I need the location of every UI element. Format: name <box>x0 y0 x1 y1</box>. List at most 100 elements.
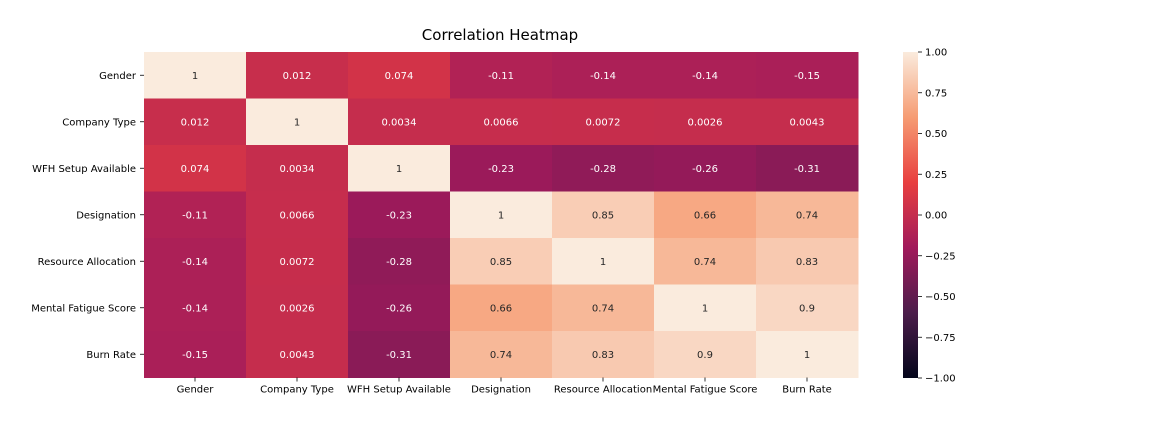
heatmap-cell <box>144 191 247 239</box>
heatmap-cell <box>144 145 247 192</box>
y-tick-label: Burn Rate <box>86 350 136 361</box>
cell-annotation: 0.74 <box>490 350 512 361</box>
cell-annotation: -0.23 <box>386 210 412 221</box>
heatmap-cell <box>654 238 757 285</box>
cell-annotation: -0.11 <box>488 71 514 82</box>
cell-annotation: -0.26 <box>386 303 412 314</box>
cell-annotation: -0.31 <box>386 350 412 361</box>
x-tick-label: Gender <box>177 385 215 396</box>
heatmap-cells <box>144 52 859 378</box>
cell-annotation: 0.0066 <box>280 210 315 221</box>
cell-annotation: 1 <box>600 257 606 268</box>
heatmap-cell <box>552 238 655 285</box>
colorbar-tick-label: −1.00 <box>925 374 956 385</box>
heatmap-cell <box>246 191 349 239</box>
colorbar-tick-label: 0.50 <box>925 129 947 140</box>
heatmap-cell <box>246 98 349 146</box>
cell-annotation: 0.9 <box>697 350 713 361</box>
heatmap-cell <box>246 145 349 192</box>
x-axis-tick-labels: Gender Company Type WFH Setup Available Des… <box>177 377 832 396</box>
x-tick-label: Burn Rate <box>782 385 832 396</box>
heatmap-cell <box>552 145 655 192</box>
colorbar-tick-label: −0.75 <box>925 333 956 344</box>
cell-annotation: -0.28 <box>386 257 412 268</box>
colorbar-tick-label: 0.00 <box>925 211 947 222</box>
cell-annotation: 0.0072 <box>586 117 621 128</box>
y-axis-tick-labels: Gender Company Type WFH Setup Available Des… <box>31 71 144 361</box>
heatmap-cell <box>144 52 247 99</box>
cell-annotation: 0.74 <box>694 257 716 268</box>
heatmap-cell <box>144 238 247 285</box>
heatmap-cell <box>450 145 553 192</box>
cell-annotation: -0.14 <box>590 71 616 82</box>
cell-annotation: 0.012 <box>283 71 312 82</box>
cell-annotation: 1 <box>396 164 402 175</box>
heatmap-cell <box>348 98 451 146</box>
cell-annotation: -0.31 <box>794 164 820 175</box>
heatmap-cell <box>144 331 247 378</box>
heatmap-cell <box>552 191 655 239</box>
heatmap-cell <box>654 284 757 332</box>
heatmap-cell <box>756 191 859 239</box>
heatmap-cell <box>348 145 451 192</box>
cell-annotation: -0.28 <box>590 164 616 175</box>
cell-annotation: 0.66 <box>490 303 512 314</box>
heatmap-cell <box>246 52 349 99</box>
heatmap-cell <box>450 284 553 332</box>
x-tick-label: Designation <box>471 385 531 396</box>
y-tick-label: Company Type <box>62 117 136 128</box>
heatmap-annotations: 1 0.012 0.074 -0.11 -0.14 -0.14 -0.15 0.012 1 0.0… <box>181 71 825 361</box>
cell-annotation: 0.74 <box>796 210 818 221</box>
cell-annotation: 0.0043 <box>790 117 825 128</box>
cell-annotation: 0.0072 <box>280 257 315 268</box>
cell-annotation: 0.85 <box>490 257 512 268</box>
x-tick-label: Company Type <box>260 385 334 396</box>
cell-annotation: 0.74 <box>592 303 614 314</box>
heatmap-cell <box>348 284 451 332</box>
cell-annotation: 0.0034 <box>382 117 417 128</box>
x-tick-label: Resource Allocation <box>554 385 652 396</box>
heatmap-cell <box>246 238 349 285</box>
cell-annotation: 1 <box>702 303 708 314</box>
heatmap-cell <box>348 52 451 99</box>
cell-annotation: 0.85 <box>592 210 614 221</box>
heatmap-cell <box>654 331 757 378</box>
heatmap-cell <box>756 145 859 192</box>
heatmap-cell <box>348 238 451 285</box>
cell-annotation: -0.23 <box>488 164 514 175</box>
heatmap-cell <box>552 284 655 332</box>
cell-annotation: 0.012 <box>181 117 210 128</box>
heatmap-cell <box>756 331 859 378</box>
heatmap-cell <box>450 191 553 239</box>
heatmap-cell <box>450 331 553 378</box>
x-tick-label: Mental Fatigue Score <box>653 385 758 396</box>
heatmap-cell <box>756 98 859 146</box>
heatmap-cell <box>552 98 655 146</box>
cell-annotation: 0.074 <box>385 71 414 82</box>
heatmap-cell <box>654 52 757 99</box>
cell-annotation: 0.0034 <box>280 164 315 175</box>
heatmap-cell <box>756 52 859 99</box>
heatmap-cell <box>144 284 247 332</box>
colorbar-tick-label: 1.00 <box>925 48 947 59</box>
cell-annotation: -0.14 <box>692 71 718 82</box>
cell-annotation: 0.0043 <box>280 350 315 361</box>
heatmap-cell <box>348 191 451 239</box>
heatmap-cell <box>552 52 655 99</box>
colorbar-gradient <box>903 52 918 378</box>
cell-annotation: 1 <box>498 210 504 221</box>
heatmap-cell <box>756 284 859 332</box>
cell-annotation: 0.0066 <box>484 117 519 128</box>
heatmap-cell <box>450 98 553 146</box>
cell-annotation: -0.15 <box>794 71 820 82</box>
y-tick-label: Gender <box>99 71 137 82</box>
cell-annotation: 1 <box>192 71 198 82</box>
heatmap-cell <box>348 331 451 378</box>
colorbar-tick-label: −0.25 <box>925 251 956 262</box>
colorbar-tick-label: −0.50 <box>925 292 956 303</box>
chart-title: Correlation Heatmap <box>422 26 578 44</box>
cell-annotation: -0.15 <box>182 350 208 361</box>
heatmap-cell <box>450 52 553 99</box>
cell-annotation: -0.14 <box>182 303 208 314</box>
